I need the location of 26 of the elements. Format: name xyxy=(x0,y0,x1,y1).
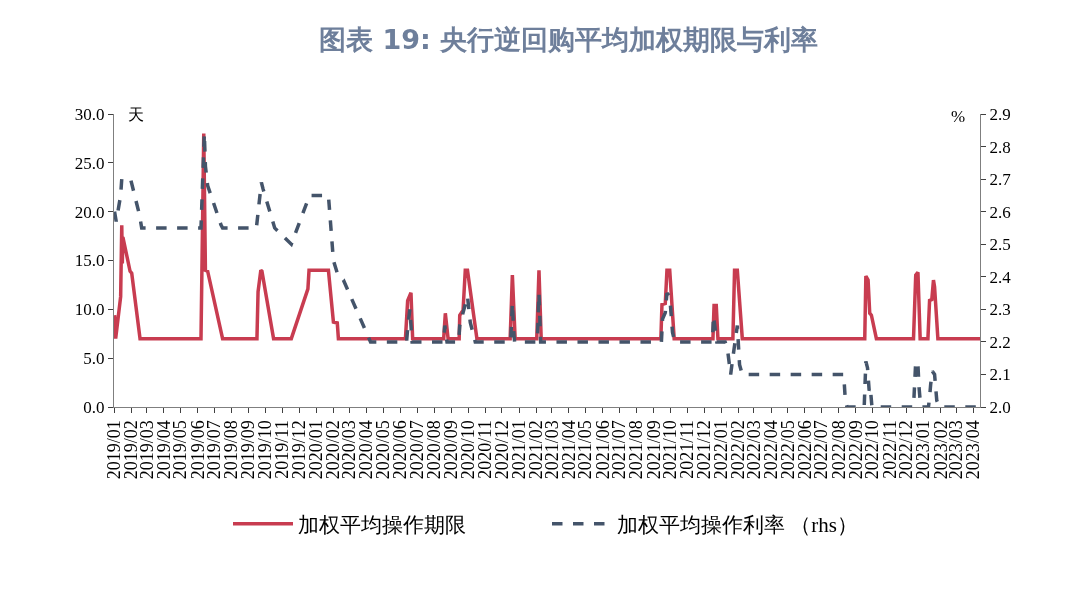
y2-tick-label: 2.2 xyxy=(989,332,1011,352)
y-tick-label: 5.0 xyxy=(83,349,105,369)
y-tick-label: 30.0 xyxy=(74,104,105,124)
y-tick-label: 10.0 xyxy=(74,300,105,320)
y2-tick-label: 2.7 xyxy=(989,170,1012,190)
y2-tick-label: 2.3 xyxy=(989,300,1011,320)
y-tick-label: 20.0 xyxy=(74,202,105,222)
y-axis-title: 天 xyxy=(128,106,144,123)
y2-tick-label: 2.1 xyxy=(989,365,1011,385)
y-tick-label: 25.0 xyxy=(74,153,105,173)
x-tick-label: 2022/01 xyxy=(711,420,732,480)
y-tick-label: 0.0 xyxy=(83,397,105,417)
legend-label: 加权平均操作期限 xyxy=(298,513,466,538)
x-tick-label: 2019/01 xyxy=(103,420,124,480)
y2-tick-label: 2.8 xyxy=(989,137,1011,157)
x-tick-label: 2020/01 xyxy=(306,420,327,480)
y2-axis-title: % xyxy=(951,107,966,126)
line-series xyxy=(114,131,980,341)
chart-title: 图表 19: 央行逆回购平均加权期限与利率 xyxy=(319,24,819,56)
y2-tick-label: 2.5 xyxy=(989,235,1011,255)
y2-tick-label: 2.9 xyxy=(989,104,1011,124)
y2-tick-label: 2.6 xyxy=(989,202,1011,222)
y2-tick-label: 2.4 xyxy=(989,267,1012,287)
y2-tick-label: 2.0 xyxy=(989,397,1011,417)
y-tick-label: 15.0 xyxy=(74,251,105,271)
legend-label: 加权平均操作利率 （rhs） xyxy=(617,513,858,538)
